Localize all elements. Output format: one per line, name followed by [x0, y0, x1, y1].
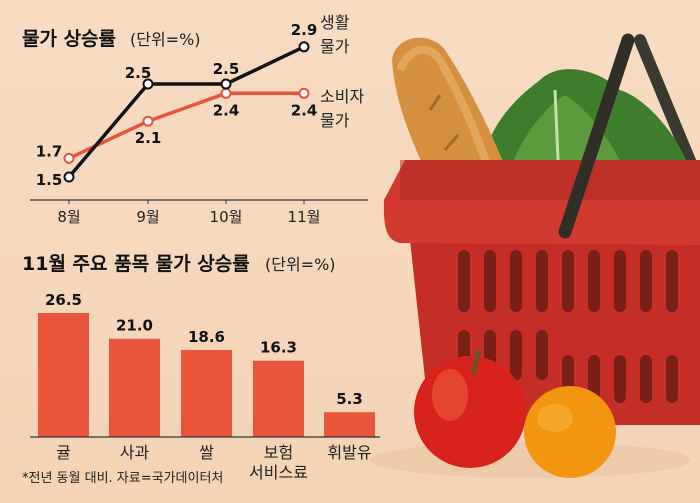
x-tick-label: 8월 [57, 208, 80, 226]
data-point [63, 171, 75, 183]
bar [324, 412, 375, 437]
x-tick-label: 11월 [288, 208, 321, 226]
basket-slot [614, 355, 626, 403]
data-label: 2.9 [291, 21, 318, 39]
bar-value-label: 26.5 [45, 291, 82, 309]
basket-slot [536, 250, 548, 312]
data-point [298, 87, 310, 99]
bar [38, 312, 89, 437]
basket-slot [614, 250, 626, 312]
x-tick-label: 9월 [136, 208, 159, 226]
bar [253, 360, 304, 437]
category-label: 사과 [120, 443, 150, 462]
bar-chart-title: 11월 주요 품목 물가 상승률 [22, 253, 250, 275]
orange [524, 386, 616, 478]
data-label: 1.5 [36, 171, 63, 189]
data-label: 2.4 [291, 101, 318, 119]
basket-slot [666, 355, 678, 403]
basket-slot [640, 250, 652, 312]
data-point [220, 87, 232, 99]
data-label: 1.7 [36, 142, 63, 160]
footnote: *전년 동월 대비. 자료=국가데이터처 [22, 471, 223, 486]
basket-slot [510, 330, 522, 380]
bar [181, 349, 232, 437]
basket-slot [484, 250, 496, 312]
basket-slot [510, 250, 522, 312]
line-chart: 물가 상승률 (단위=%) 8월 9월 10월 11월 1.7 2.1 2.4 2.4 1.5 2… [22, 13, 368, 226]
category-label: 보험 [264, 443, 293, 462]
data-point [220, 78, 232, 90]
category-label: 귤 [56, 443, 71, 462]
basket-slot [588, 250, 600, 312]
data-label: 2.5 [213, 60, 240, 78]
bar-value-label: 5.3 [336, 390, 363, 408]
basket-slot [588, 355, 600, 403]
basket-slot [536, 330, 548, 380]
line-chart-title: 물가 상승률 [22, 28, 116, 50]
series-line [68, 91, 304, 160]
data-label: 2.1 [135, 129, 162, 147]
series-line [67, 45, 305, 179]
bar-value-label: 21.0 [116, 317, 153, 335]
data-point [63, 152, 75, 164]
data-label: 2.5 [125, 64, 152, 82]
data-label: 2.4 [213, 101, 240, 119]
basket-handle-front [558, 33, 635, 239]
series-label: 물가 [320, 111, 350, 130]
basket-slot [458, 250, 470, 312]
data-point [298, 41, 310, 53]
series-label: 물가 [320, 37, 350, 56]
category-label: 쌀 [199, 443, 214, 462]
x-tick-label: 10월 [210, 208, 243, 226]
data-point [142, 78, 154, 90]
category-label: 서비스료 [249, 463, 308, 482]
bar-chart: 11월 주요 품목 물가 상승률 (단위=%) 26.5 귤 21.0 사과 18.6 쌀… [22, 253, 380, 486]
category-label: 휘발유 [327, 443, 371, 462]
basket-slot [666, 250, 678, 312]
line-chart-unit: (단위=%) [130, 30, 201, 49]
bar-chart-unit: (단위=%) [265, 255, 336, 274]
basket-slot [562, 250, 574, 312]
basket-slot [640, 355, 652, 403]
bar-value-label: 16.3 [260, 339, 297, 357]
series-label: 소비자 [320, 87, 364, 106]
bar [109, 338, 160, 437]
data-point [142, 115, 154, 127]
apple [414, 349, 526, 468]
bar-value-label: 18.6 [188, 328, 225, 346]
series-label: 생활 [320, 13, 350, 32]
